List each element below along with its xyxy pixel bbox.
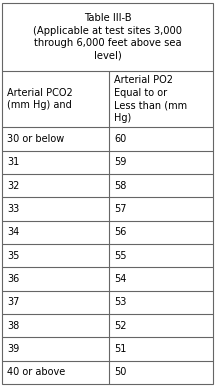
Text: 33: 33 xyxy=(7,204,19,214)
Text: Arterial PCO2
(mm Hg) and: Arterial PCO2 (mm Hg) and xyxy=(7,88,73,110)
Text: 57: 57 xyxy=(114,204,126,214)
Text: 59: 59 xyxy=(114,157,126,167)
Text: 56: 56 xyxy=(114,227,126,237)
Text: 50: 50 xyxy=(114,367,126,377)
Text: 54: 54 xyxy=(114,274,126,284)
Text: 32: 32 xyxy=(7,181,20,190)
Text: 53: 53 xyxy=(114,297,126,307)
Text: 58: 58 xyxy=(114,181,126,190)
Text: Table III-B
(Applicable at test sites 3,000
through 6,000 feet above sea
level): Table III-B (Applicable at test sites 3,… xyxy=(33,14,182,61)
Text: 40 or above: 40 or above xyxy=(7,367,65,377)
Text: 39: 39 xyxy=(7,344,19,354)
Text: 35: 35 xyxy=(7,250,20,260)
Text: 38: 38 xyxy=(7,320,19,330)
Text: 36: 36 xyxy=(7,274,19,284)
Text: Arterial PO2
Equal to or
Less than (mm
Hg): Arterial PO2 Equal to or Less than (mm H… xyxy=(114,75,187,123)
Text: 60: 60 xyxy=(114,134,126,144)
Text: 34: 34 xyxy=(7,227,19,237)
Text: 31: 31 xyxy=(7,157,19,167)
Text: 30 or below: 30 or below xyxy=(7,134,64,144)
Text: 55: 55 xyxy=(114,250,126,260)
Text: 37: 37 xyxy=(7,297,20,307)
Text: 52: 52 xyxy=(114,320,126,330)
Text: 51: 51 xyxy=(114,344,126,354)
